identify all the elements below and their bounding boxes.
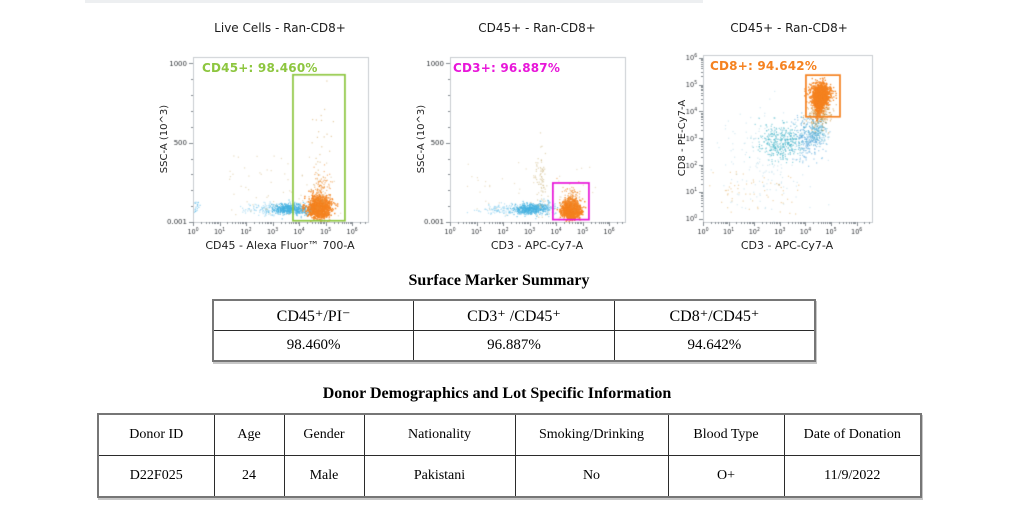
plot3-title: CD45+ - Ran-CD8+ <box>730 21 848 35</box>
plot1-x-axis-label: CD45 - Alexa Fluor™ 700-A <box>205 239 355 252</box>
plot1-title: Live Cells - Ran-CD8+ <box>214 21 346 35</box>
plot3-y-axis-label: CD8 - PE-Cy7-A <box>677 99 688 177</box>
plot2-y-axis-label: SSC-A (10^3) <box>416 104 427 174</box>
donor-value-age: 24 <box>213 455 285 498</box>
donor-header-gender: Gender <box>283 413 365 456</box>
plot2-title: CD45+ - Ran-CD8+ <box>478 21 596 35</box>
donor-value-row: D22F025 24 Male Pakistani No O+ 11/9/202… <box>97 455 922 498</box>
donor-value-donor-id: D22F025 <box>97 455 215 498</box>
donor-demographics-table: Donor ID Age Gender Nationality Smoking/… <box>97 413 922 498</box>
donor-header-nationality: Nationality <box>363 413 516 456</box>
donor-header-smoking-drinking: Smoking/Drinking <box>514 413 669 456</box>
plot1-gate-label: CD45+: 98.460% <box>202 61 318 75</box>
donor-value-smoking-drinking: No <box>514 455 669 498</box>
summary-header-cd45-pi: CD45⁺/PI⁻ <box>212 299 415 331</box>
donor-header-age: Age <box>213 413 285 456</box>
donor-value-date-of-donation: 11/9/2022 <box>783 455 922 498</box>
summary-header-cd8-cd45: CD8⁺/CD45⁺ <box>613 299 816 331</box>
donor-header-blood-type: Blood Type <box>667 413 785 456</box>
summary-value-cd8-cd45: 94.642% <box>613 330 816 362</box>
surface-marker-summary-title: Surface Marker Summary <box>408 272 590 289</box>
summary-header-cd3-cd45: CD3⁺ /CD45⁺ <box>413 299 615 331</box>
summary-value-row: 98.460% 96.887% 94.642% <box>212 330 816 362</box>
plot3-gate-label: CD8+: 94.642% <box>710 59 818 73</box>
donor-header-donor-id: Donor ID <box>97 413 215 456</box>
summary-header-row: CD45⁺/PI⁻ CD3⁺ /CD45⁺ CD8⁺/CD45⁺ <box>212 299 816 331</box>
plot3-x-axis-label: CD3 - APC-Cy7-A <box>740 239 834 252</box>
surface-marker-summary-table: CD45⁺/PI⁻ CD3⁺ /CD45⁺ CD8⁺/CD45⁺ 98.460%… <box>212 299 816 362</box>
summary-value-cd45-pi: 98.460% <box>212 330 415 362</box>
donor-header-date-of-donation: Date of Donation <box>783 413 922 456</box>
donor-value-blood-type: O+ <box>667 455 785 498</box>
plot2-gate-label: CD3+: 96.887% <box>453 61 561 75</box>
donor-header-row: Donor ID Age Gender Nationality Smoking/… <box>97 413 922 456</box>
plot2-x-axis-label: CD3 - APC-Cy7-A <box>490 239 584 252</box>
donor-demographics-title: Donor Demographics and Lot Specific Info… <box>322 385 672 402</box>
summary-value-cd3-cd45: 96.887% <box>413 330 615 362</box>
donor-value-nationality: Pakistani <box>363 455 516 498</box>
plot1-y-axis-label: SSC-A (10^3) <box>159 104 170 174</box>
donor-value-gender: Male <box>283 455 365 498</box>
